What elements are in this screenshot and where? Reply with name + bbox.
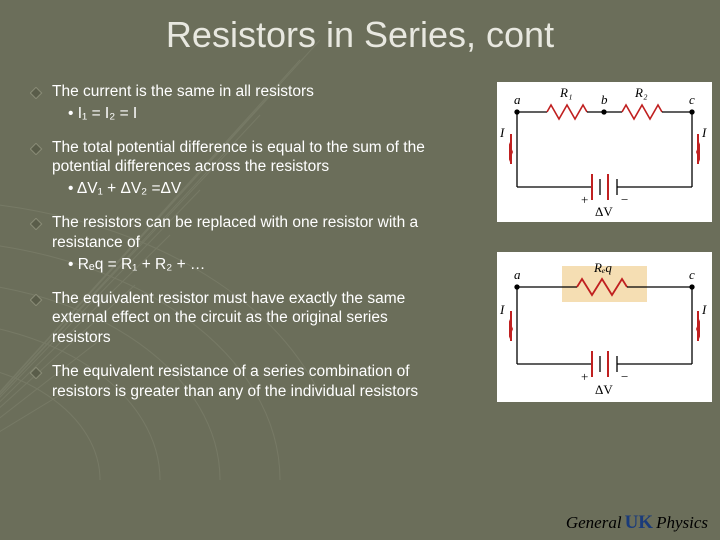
dv-label: ΔV: [595, 382, 613, 397]
list-item: The equivalent resistor must have exactl…: [30, 289, 450, 348]
footer-right: Physics: [656, 513, 708, 533]
sub-bullet: Rₑq = R₁ + R₂ + …: [68, 255, 450, 275]
diamond-bullet-icon: [30, 143, 44, 155]
bullet-text: The current is the same in all resistors: [52, 82, 314, 102]
r1-label: R₁: [559, 85, 572, 100]
bullet-text: The resistors can be replaced with one r…: [52, 213, 450, 253]
req-label: Rₑq: [593, 260, 612, 275]
list-item: The resistors can be replaced with one r…: [30, 213, 450, 274]
minus-label: −: [621, 192, 628, 207]
plus-label: +: [581, 369, 588, 384]
list-item: The current is the same in all resistors…: [30, 82, 450, 124]
slide-title: Resistors in Series, cont: [0, 14, 720, 56]
i-right-label: I: [701, 125, 707, 140]
sub-bullet: ΔV₁ + ΔV₂ =ΔV: [68, 179, 450, 199]
uk-logo: UK: [625, 512, 654, 534]
i-right-label: I: [701, 302, 707, 317]
diamond-bullet-icon: [30, 367, 44, 379]
diamond-bullet-icon: [30, 87, 44, 99]
sub-bullet: I₁ = I₂ = I: [68, 104, 314, 124]
bullet-list: The current is the same in all resistors…: [30, 82, 450, 416]
footer: General UK Physics: [566, 512, 708, 534]
list-item: The total potential difference is equal …: [30, 138, 450, 199]
list-item: The equivalent resistance of a series co…: [30, 362, 450, 402]
figures-column: a b c R₁ R₂ I I ΔV + −: [497, 82, 712, 432]
figure-series-two-resistors: a b c R₁ R₂ I I ΔV + −: [497, 82, 712, 222]
diamond-bullet-icon: [30, 294, 44, 306]
node-c-label: c: [689, 267, 695, 282]
figure-equivalent-resistor: a c Rₑq I I ΔV + −: [497, 252, 712, 402]
minus-label: −: [621, 369, 628, 384]
dv-label: ΔV: [595, 204, 613, 219]
plus-label: +: [581, 192, 588, 207]
r2-label: R₂: [634, 85, 648, 100]
footer-left: General: [566, 513, 622, 533]
bullet-text: The equivalent resistor must have exactl…: [52, 289, 450, 348]
i-left-label: I: [499, 302, 505, 317]
node-c-label: c: [689, 92, 695, 107]
diamond-bullet-icon: [30, 218, 44, 230]
node-a-label: a: [514, 267, 521, 282]
node-b-label: b: [601, 92, 608, 107]
bullet-text: The total potential difference is equal …: [52, 138, 450, 178]
i-left-label: I: [499, 125, 505, 140]
node-a-label: a: [514, 92, 521, 107]
bullet-text: The equivalent resistance of a series co…: [52, 362, 450, 402]
